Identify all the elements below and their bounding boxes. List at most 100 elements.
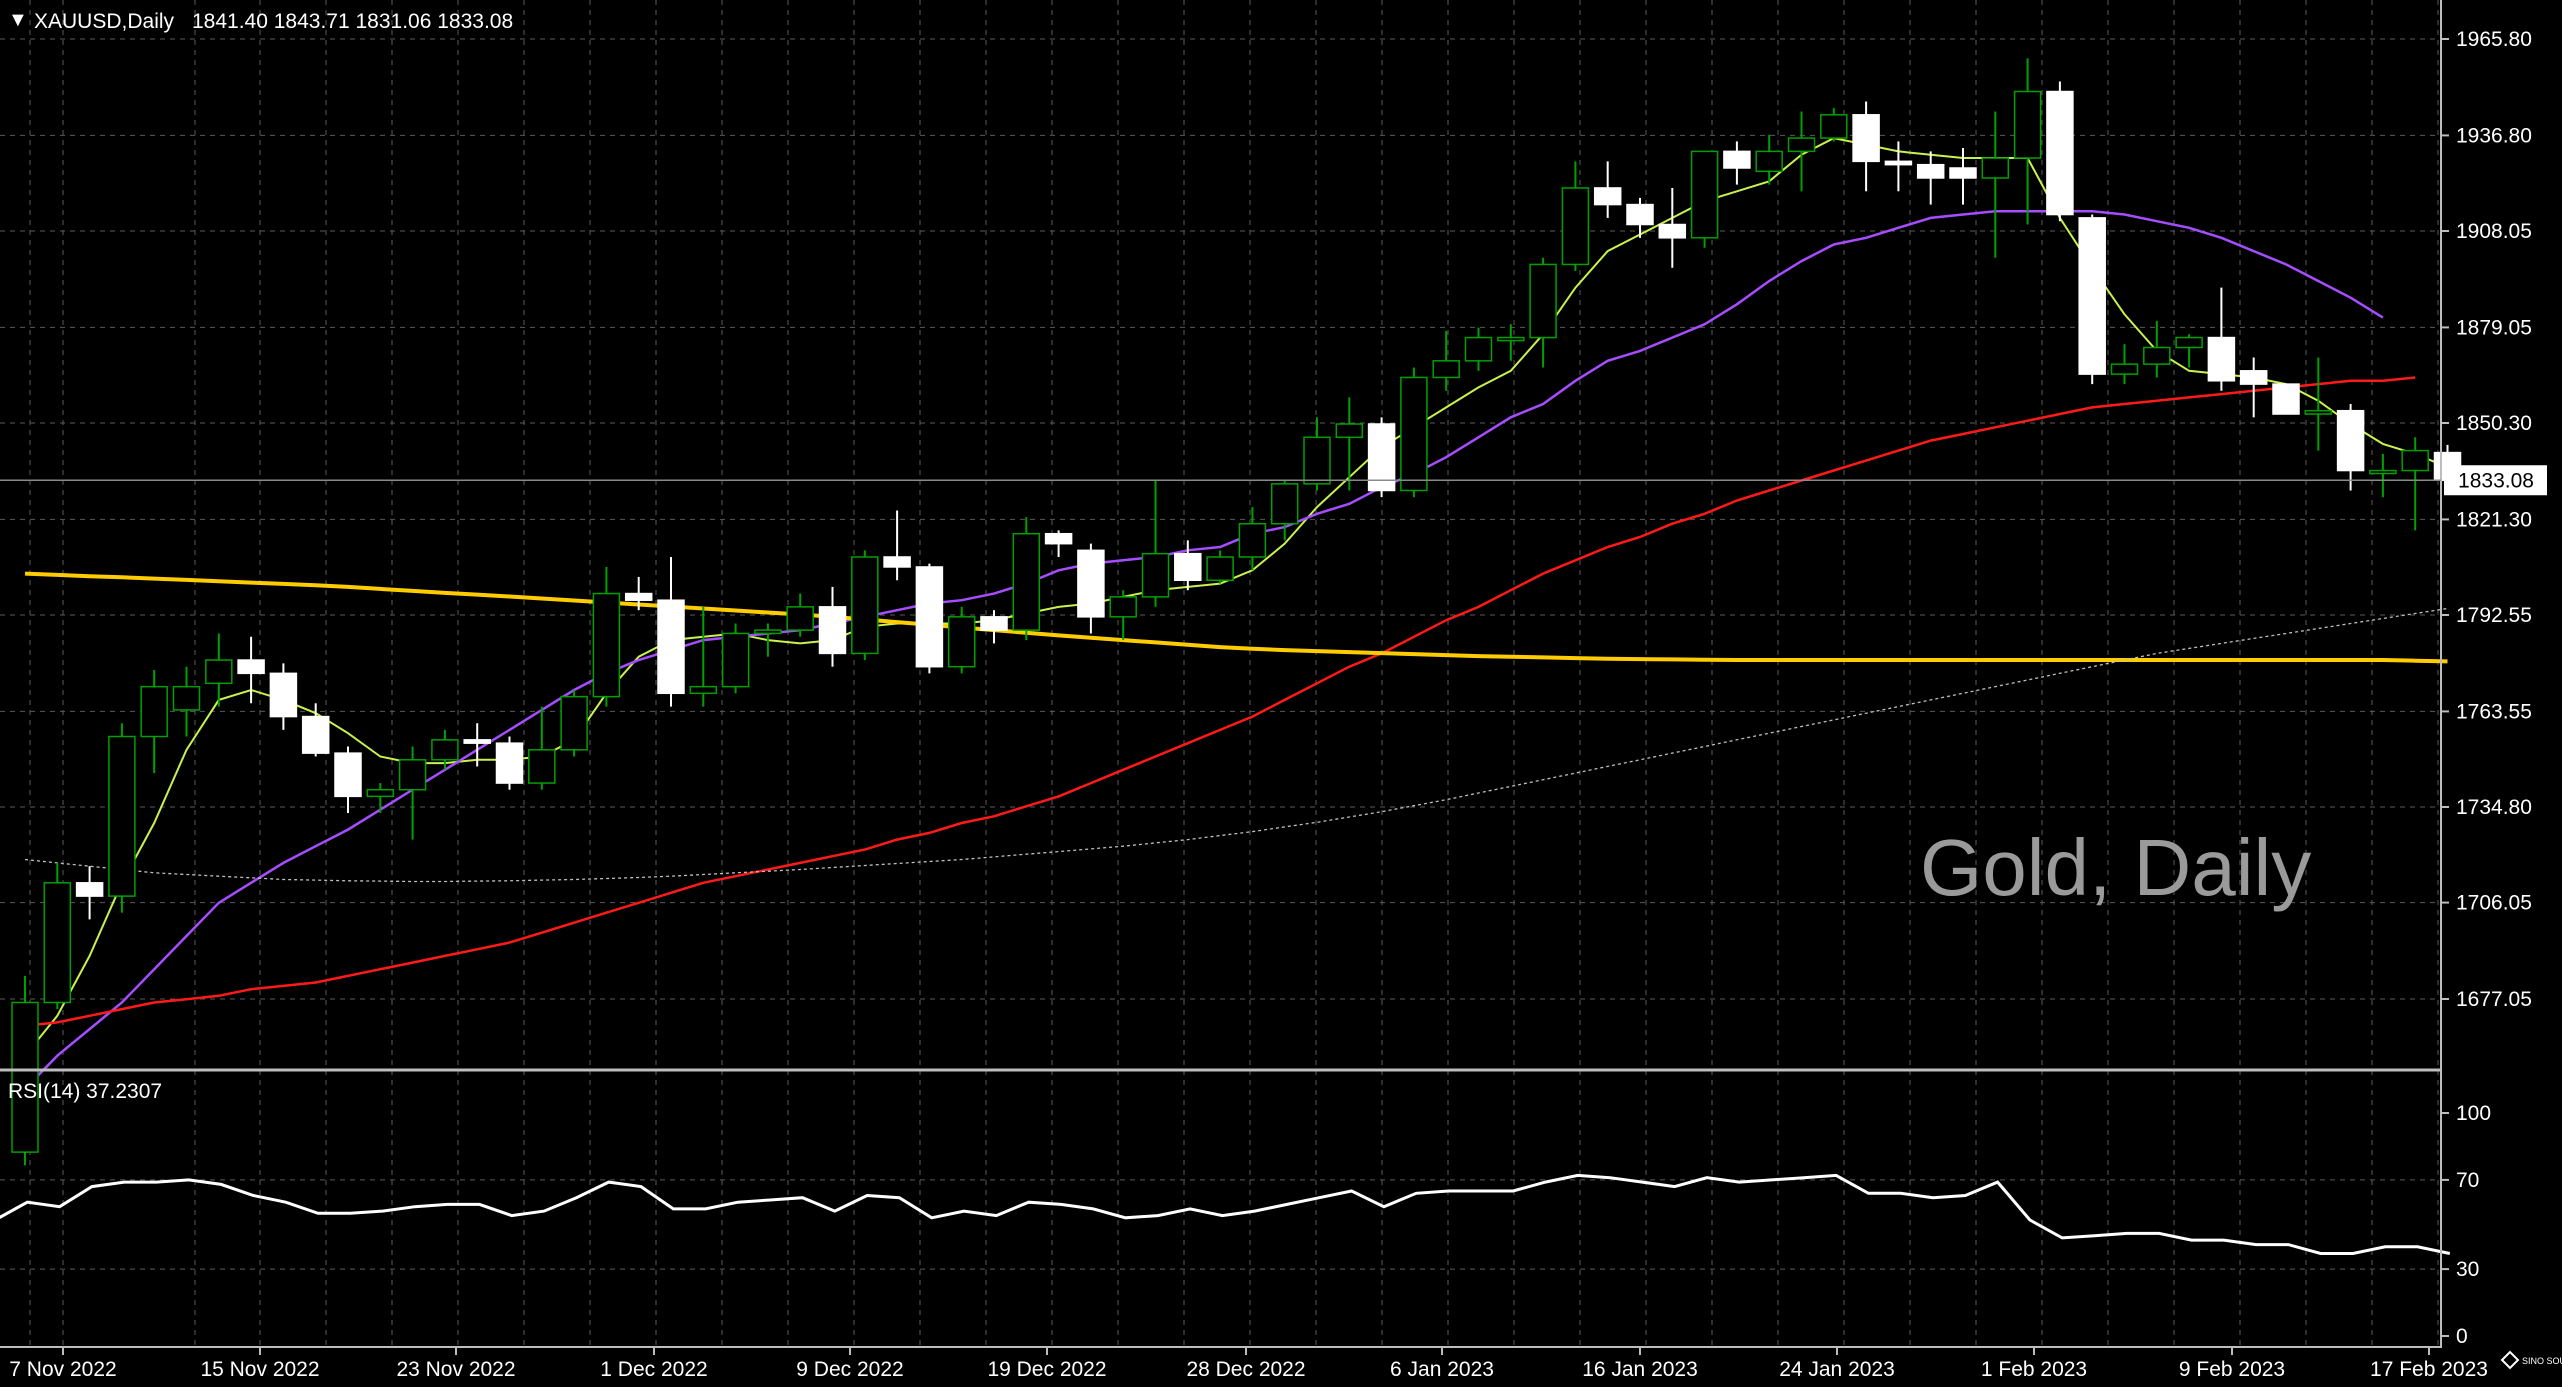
candle-body[interactable] bbox=[108, 735, 136, 897]
candle-body[interactable] bbox=[172, 685, 201, 711]
rsi-tick-label: 100 bbox=[2456, 1102, 2491, 1125]
candle-body[interactable] bbox=[1174, 552, 1202, 582]
candle-body[interactable] bbox=[11, 1001, 39, 1153]
grid bbox=[0, 0, 2440, 1346]
candle-body[interactable] bbox=[1464, 336, 1493, 362]
branding: SINO SOUND bbox=[2500, 1350, 2562, 1370]
candle-body[interactable] bbox=[1141, 552, 1170, 598]
candle-body[interactable] bbox=[754, 629, 782, 635]
candle-body[interactable] bbox=[237, 659, 265, 675]
candle-body[interactable] bbox=[2110, 363, 2139, 375]
candle-body[interactable] bbox=[301, 715, 330, 754]
candle-body[interactable] bbox=[75, 882, 104, 897]
candle-body[interactable] bbox=[140, 685, 168, 738]
rsi-panel[interactable] bbox=[0, 1173, 2451, 1255]
candle-body[interactable] bbox=[1270, 483, 1299, 525]
time-axis[interactable]: 7 Nov 2022 15 Nov 2022 23 Nov 2022 1 Dec 20… bbox=[9, 1347, 2488, 1381]
time-tick-label: 15 Nov 2022 bbox=[200, 1358, 319, 1381]
candle-body[interactable] bbox=[1238, 522, 1267, 558]
candle-body[interactable] bbox=[2304, 409, 2333, 415]
time-tick-label: 7 Nov 2022 bbox=[9, 1358, 116, 1381]
candle-body[interactable] bbox=[1755, 150, 1783, 173]
candle-body[interactable] bbox=[2272, 383, 2300, 415]
candle-body[interactable] bbox=[980, 616, 1008, 631]
ohlc-readout: 1841.40 1843.71 1831.06 1833.08 bbox=[192, 10, 513, 33]
candle-body[interactable] bbox=[624, 592, 653, 601]
candle-body[interactable] bbox=[2175, 336, 2203, 349]
candle-body[interactable] bbox=[721, 632, 750, 688]
candle-body[interactable] bbox=[1884, 160, 1913, 166]
candle-body[interactable] bbox=[1561, 187, 1590, 266]
candle-body[interactable] bbox=[1690, 150, 1719, 239]
candle-body[interactable] bbox=[592, 592, 621, 698]
candle-body[interactable] bbox=[2239, 370, 2268, 385]
candle-body[interactable] bbox=[2013, 90, 2042, 159]
candle-body[interactable] bbox=[1626, 203, 1654, 226]
candle-body[interactable] bbox=[528, 749, 556, 784]
candle-body[interactable] bbox=[2143, 346, 2171, 365]
time-tick-label: 6 Jan 2023 bbox=[1390, 1358, 1494, 1381]
candle-body[interactable] bbox=[657, 599, 685, 695]
rsi-tick-label: 70 bbox=[2456, 1169, 2479, 1192]
moving-average-line bbox=[24, 137, 2448, 1057]
candle-body[interactable] bbox=[2046, 90, 2074, 216]
candle-body[interactable] bbox=[1109, 596, 1137, 618]
candle-body[interactable] bbox=[463, 739, 491, 744]
price-axis[interactable]: 1965.80 1936.80 1908.05 1879.05 1850.30 1821.… bbox=[2441, 28, 2532, 1011]
candle-body[interactable] bbox=[1077, 549, 1105, 618]
candles[interactable] bbox=[11, 58, 2462, 1166]
candle-body[interactable] bbox=[1593, 187, 1622, 206]
candle-body[interactable] bbox=[1981, 157, 2010, 179]
candle-body[interactable] bbox=[2207, 336, 2236, 382]
candle-body[interactable] bbox=[689, 685, 718, 695]
rsi-label: RSI(14) 37.2307 bbox=[8, 1080, 162, 1103]
candle-body[interactable] bbox=[43, 882, 72, 1004]
candle-body[interactable] bbox=[2369, 469, 2397, 475]
price-tick-label: 1879.05 bbox=[2456, 316, 2532, 339]
candle-body[interactable] bbox=[1852, 114, 1880, 163]
rsi-axis: 100 70 30 0 bbox=[2441, 1102, 2491, 1348]
rsi-line bbox=[0, 1173, 2451, 1255]
candle-body[interactable] bbox=[2401, 449, 2429, 472]
candle-body[interactable] bbox=[1916, 163, 1945, 179]
candle-body[interactable] bbox=[1335, 423, 1364, 439]
candle-body[interactable] bbox=[1658, 223, 1687, 239]
time-tick-label: 19 Dec 2022 bbox=[987, 1358, 1106, 1381]
candle-body[interactable] bbox=[818, 606, 847, 655]
candle-body[interactable] bbox=[1206, 556, 1234, 582]
candle-body[interactable] bbox=[1432, 360, 1460, 379]
candle-body[interactable] bbox=[1949, 167, 1977, 179]
candle-body[interactable] bbox=[915, 566, 944, 668]
candle-body[interactable] bbox=[1044, 532, 1073, 545]
candle-body[interactable] bbox=[560, 695, 588, 751]
candle-body[interactable] bbox=[269, 672, 298, 718]
candle-body[interactable] bbox=[431, 739, 459, 761]
candle-body[interactable] bbox=[205, 659, 233, 685]
candle-body[interactable] bbox=[786, 606, 814, 631]
candle-body[interactable] bbox=[1497, 336, 1525, 342]
candle-body[interactable] bbox=[366, 788, 395, 798]
candle-body[interactable] bbox=[883, 556, 911, 568]
diamond-icon bbox=[2500, 1350, 2520, 1370]
candle-body[interactable] bbox=[398, 759, 427, 791]
candle-body[interactable] bbox=[1367, 423, 1396, 492]
candle-body[interactable] bbox=[1400, 376, 1428, 492]
candle-body[interactable] bbox=[1529, 263, 1557, 339]
price-tick-label: 1965.80 bbox=[2456, 28, 2532, 51]
time-tick-label: 28 Dec 2022 bbox=[1186, 1358, 1305, 1381]
candle-body[interactable] bbox=[1787, 137, 1816, 153]
candle-body[interactable] bbox=[2078, 217, 2106, 375]
candle-body[interactable] bbox=[2336, 409, 2365, 472]
candle-body[interactable] bbox=[1723, 150, 1751, 169]
candle-body[interactable] bbox=[947, 616, 976, 668]
price-tick-label: 1734.80 bbox=[2456, 796, 2532, 819]
candle-body[interactable] bbox=[334, 752, 362, 798]
candle-body[interactable] bbox=[1820, 114, 1848, 139]
price-tick-label: 1792.55 bbox=[2456, 604, 2532, 627]
candle-body[interactable] bbox=[851, 556, 879, 655]
candle-body[interactable] bbox=[1012, 532, 1041, 631]
candle-body[interactable] bbox=[495, 742, 524, 784]
symbol-menu-icon[interactable]: ▼ bbox=[8, 9, 28, 31]
candle-body[interactable] bbox=[1303, 436, 1331, 485]
